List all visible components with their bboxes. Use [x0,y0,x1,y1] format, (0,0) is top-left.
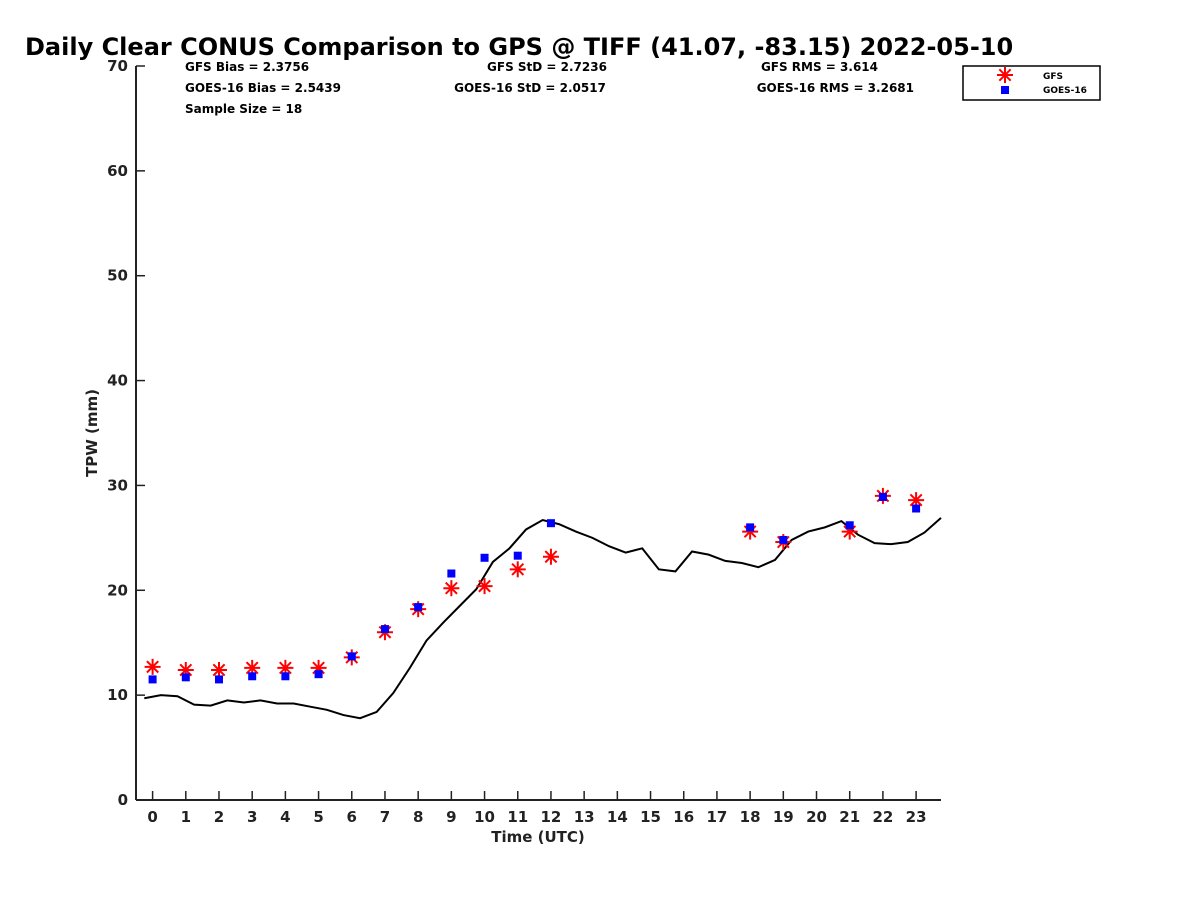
legend-label-goes: GOES-16 [1043,86,1087,96]
x-tick-label: 9 [446,808,456,826]
x-tick-label: 22 [872,808,893,826]
x-tick-label: 13 [574,808,595,826]
gps-line [144,517,942,720]
goes-point [281,672,290,681]
gfs-point [244,659,261,676]
gfs-std-stat: GFS StD = 2.7236 [487,60,607,74]
x-tick-label: 5 [313,808,323,826]
x-tick-label: 12 [541,808,562,826]
x-tick-label: 15 [640,808,661,826]
sample-size-stat: Sample Size = 18 [185,102,302,116]
goes-point [380,625,389,634]
x-tick-label: 17 [706,808,727,826]
gfs-point [542,548,559,565]
goes-point [845,521,854,530]
goes-point [912,504,921,513]
x-tick-label: 23 [906,808,927,826]
gfs-point [509,561,526,578]
x-tick-label: 14 [607,808,628,826]
chart-title: Daily Clear CONUS Comparison to GPS @ TI… [25,33,1013,61]
y-tick-label: 10 [107,686,128,704]
goes-rms-stat: GOES-16 RMS = 3.2681 [757,81,914,95]
gfs-rms-stat: GFS RMS = 3.614 [761,60,878,74]
x-tick-label: 0 [147,808,157,826]
legend-box [962,65,1101,101]
goes-point [513,551,522,560]
x-tick-label: 1 [181,808,191,826]
x-tick-label: 20 [806,808,827,826]
gfs-point [144,658,161,675]
goes-point [181,673,190,682]
x-axis-label: Time (UTC) [491,828,585,846]
legend: GFS GOES-16 [962,65,1101,101]
gfs-point [443,580,460,597]
goes-point [878,492,887,501]
x-tick-label: 16 [673,808,694,826]
x-tick-label: 3 [247,808,257,826]
goes-point [148,675,157,684]
goes-point [214,675,223,684]
gfs-point [210,661,227,678]
x-tick-label: 7 [380,808,390,826]
goes-point [746,523,755,532]
legend-marker-gfs [997,67,1013,83]
legend-label-gfs: GFS [1043,72,1063,82]
x-tick-label: 4 [280,808,290,826]
y-tick-label: 20 [107,581,128,599]
y-tick-label: 40 [107,372,128,390]
goes-bias-stat: GOES-16 Bias = 2.5439 [185,81,341,95]
x-tick-label: 6 [347,808,357,826]
goes-point [414,603,423,612]
x-tick-label: 2 [214,808,224,826]
goes-point [546,519,555,528]
x-tick-label: 18 [740,808,761,826]
goes-point [480,553,489,562]
gfs-point [476,578,493,595]
legend-marker-goes [1001,86,1009,94]
y-tick-label: 0 [118,791,128,809]
y-tick-label: 30 [107,476,128,494]
goes-point [347,652,356,661]
goes-point [314,670,323,679]
x-tick-label: 10 [474,808,495,826]
y-tick-label: 70 [107,57,128,75]
goes-point [248,672,257,681]
goes-std-stat: GOES-16 StD = 2.0517 [454,81,606,95]
gfs-bias-stat: GFS Bias = 2.3756 [185,60,309,74]
goes-point [779,535,788,544]
x-tick-label: 19 [773,808,794,826]
x-tick-label: 21 [839,808,860,826]
y-tick-label: 60 [107,162,128,180]
y-tick-label: 50 [107,267,128,285]
goes-point [447,569,456,578]
x-tick-label: 11 [507,808,528,826]
x-tick-label: 8 [413,808,423,826]
y-axis-label: TPW (mm) [83,389,101,477]
